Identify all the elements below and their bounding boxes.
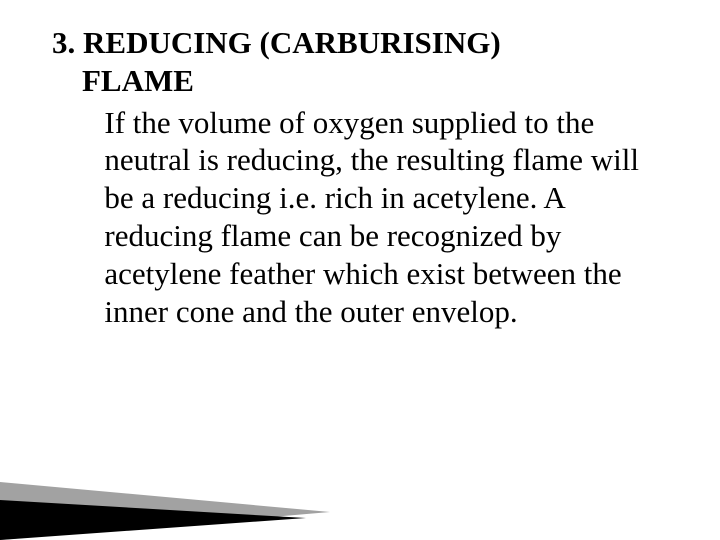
heading-line-2: FLAME (52, 62, 668, 100)
body-row:  If the volume of oxygen supplied to th… (52, 104, 668, 331)
slide-content: 3. REDUCING (CARBURISING) FLAME  If the… (0, 0, 720, 331)
heading-line-1: 3. REDUCING (CARBURISING) (52, 24, 668, 62)
bullet-icon:  (82, 104, 96, 142)
corner-decoration (0, 450, 360, 540)
slide-heading: 3. REDUCING (CARBURISING) FLAME (52, 24, 668, 100)
body-text: If the volume of oxygen supplied to the … (104, 104, 668, 331)
